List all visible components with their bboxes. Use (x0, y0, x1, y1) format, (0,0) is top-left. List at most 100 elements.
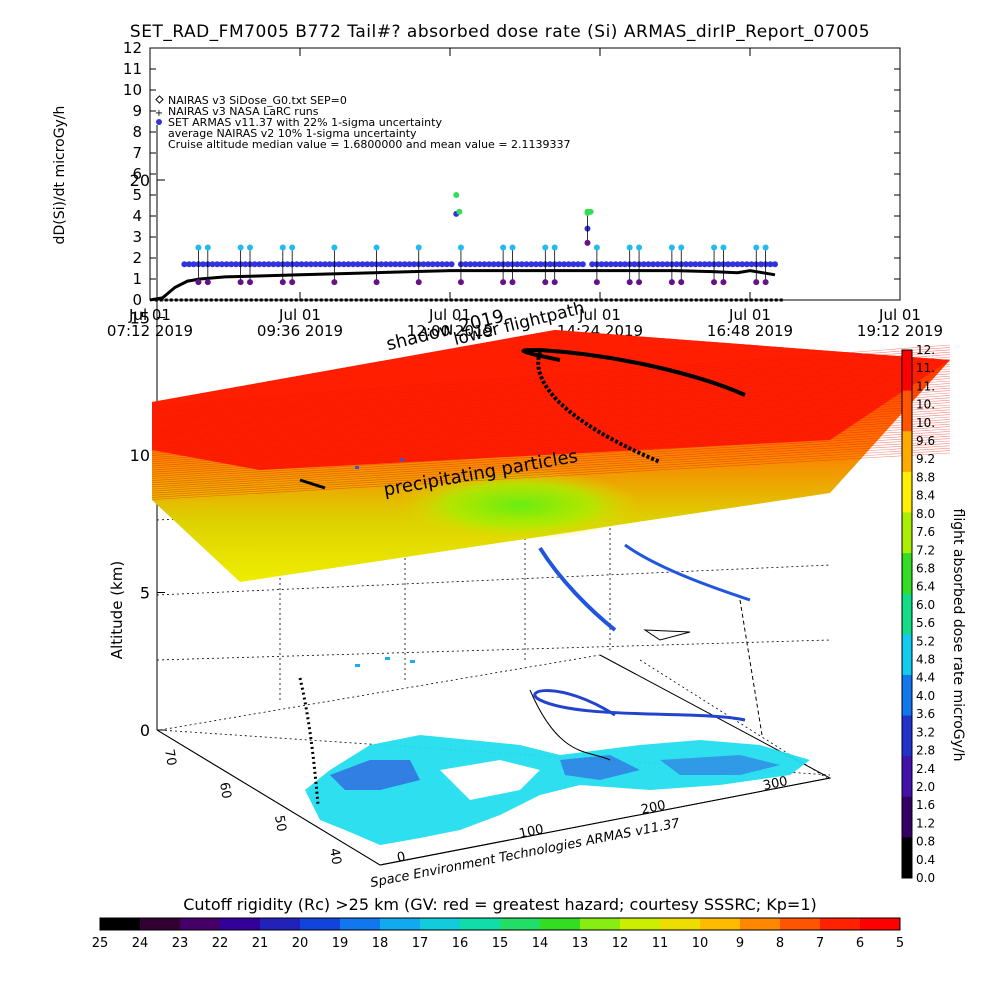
baseline-marker (614, 298, 618, 302)
armas-point (682, 261, 689, 268)
armas-point (532, 261, 539, 268)
baseline-marker (749, 298, 753, 302)
baseline-marker (729, 298, 733, 302)
colorbar-segment (902, 553, 912, 595)
lower-bound-point (509, 279, 516, 286)
baseline-marker (384, 298, 388, 302)
lower-bound-point (373, 279, 380, 286)
lon-tick-label: 300 (762, 774, 789, 794)
baseline-marker (709, 298, 713, 302)
path-marker (643, 629, 691, 641)
z-tick-label: 10 (130, 446, 150, 465)
baseline-marker (529, 298, 533, 302)
armas-point (523, 261, 530, 268)
baseline-marker (744, 298, 748, 302)
slab-stripe (151, 344, 951, 406)
z-tick-label: 0 (140, 721, 150, 740)
baseline-marker (559, 298, 563, 302)
lower-bound-point (711, 279, 718, 286)
baseline-marker (754, 298, 758, 302)
nairas-curve (149, 269, 776, 302)
baseline-marker (259, 298, 263, 302)
vertical-descent-path (298, 677, 320, 806)
baseline-marker (444, 298, 448, 302)
slab-stripe (151, 411, 951, 465)
armas-point (364, 261, 371, 268)
slab-stripe (151, 387, 951, 444)
rigidity-frame (99, 917, 901, 931)
baseline-marker (334, 298, 338, 302)
baseline-marker (209, 298, 213, 302)
armas-point (429, 261, 436, 268)
armas-point (200, 261, 207, 268)
baseline-marker (479, 298, 483, 302)
lower-bound-point (195, 279, 202, 286)
baseline-marker (484, 298, 488, 302)
baseline-marker (634, 298, 638, 302)
flight-path-mid-east (624, 543, 751, 602)
rigidity-segment (340, 918, 381, 930)
slab-dot (355, 466, 359, 469)
armas-point (570, 261, 577, 268)
baseline-marker (569, 298, 573, 302)
baseline-marker (769, 298, 773, 302)
armas-point (767, 261, 774, 268)
armas-point (537, 261, 544, 268)
baseline-marker (609, 298, 613, 302)
armas-point (270, 261, 277, 268)
baseline-marker (489, 298, 493, 302)
x-tick-label: 07:12 2019 (107, 322, 193, 340)
rigidity-tick-label: 12 (612, 936, 629, 951)
baseline-marker (364, 298, 368, 302)
flight-path-mid (538, 546, 617, 632)
baseline-marker (269, 298, 273, 302)
armas-point (425, 261, 432, 268)
armas-point (307, 261, 314, 268)
baseline-marker (374, 298, 378, 302)
y-tick-label: 7 (132, 144, 142, 162)
x-tick-label: Jul 01 (728, 306, 771, 324)
upper-bound-point (373, 244, 380, 251)
lower-bound-point (626, 279, 633, 286)
colorbar-tick-label: 9.2 (916, 452, 935, 466)
baseline-marker (594, 298, 598, 302)
baseline-marker (359, 298, 363, 302)
colorbar-segment (902, 715, 912, 757)
colorbar-tick-label: 5.2 (916, 634, 935, 648)
colorbar-tick-label: 11. (916, 361, 935, 375)
baseline-marker (764, 298, 768, 302)
radiation-slab (151, 330, 951, 582)
map-region (330, 760, 420, 790)
armas-point (434, 261, 441, 268)
colorbar-tick-label: 11. (916, 379, 935, 393)
map-region (560, 755, 640, 780)
x-tick-label: 12:00 2019 (407, 322, 493, 340)
armas-point (687, 261, 694, 268)
legend-entry: average NAIRAS v2 10% 1-sigma uncertaint… (168, 127, 417, 140)
baseline-marker (254, 298, 258, 302)
rigidity-tick-label: 13 (572, 936, 589, 951)
slab-stripe (151, 371, 951, 429)
y-tick-label: 6 (132, 165, 142, 183)
armas-point (476, 261, 483, 268)
rigidity-segment (420, 918, 461, 930)
baseline-marker (564, 298, 568, 302)
colorbar-tick-label: 0.8 (916, 835, 935, 849)
colorbar-segment (902, 796, 912, 838)
legend-marker-plus: + (155, 108, 163, 119)
slab-dot (400, 458, 404, 461)
lower-bound-point (636, 279, 643, 286)
armas-point (607, 261, 614, 268)
rigidity-tick-label: 17 (412, 936, 429, 951)
slab-stripe (151, 399, 951, 454)
baseline-marker (474, 298, 478, 302)
slab-stripe (151, 375, 951, 433)
armas-point (729, 261, 736, 268)
armas-point (378, 261, 385, 268)
rigidity-tick-label: 6 (856, 936, 864, 951)
armas-point (495, 261, 502, 268)
colorbar-tick-label: 7.2 (916, 543, 935, 557)
colorbar-tick-label: 3.2 (916, 725, 935, 739)
upper-bound-point (500, 244, 507, 251)
